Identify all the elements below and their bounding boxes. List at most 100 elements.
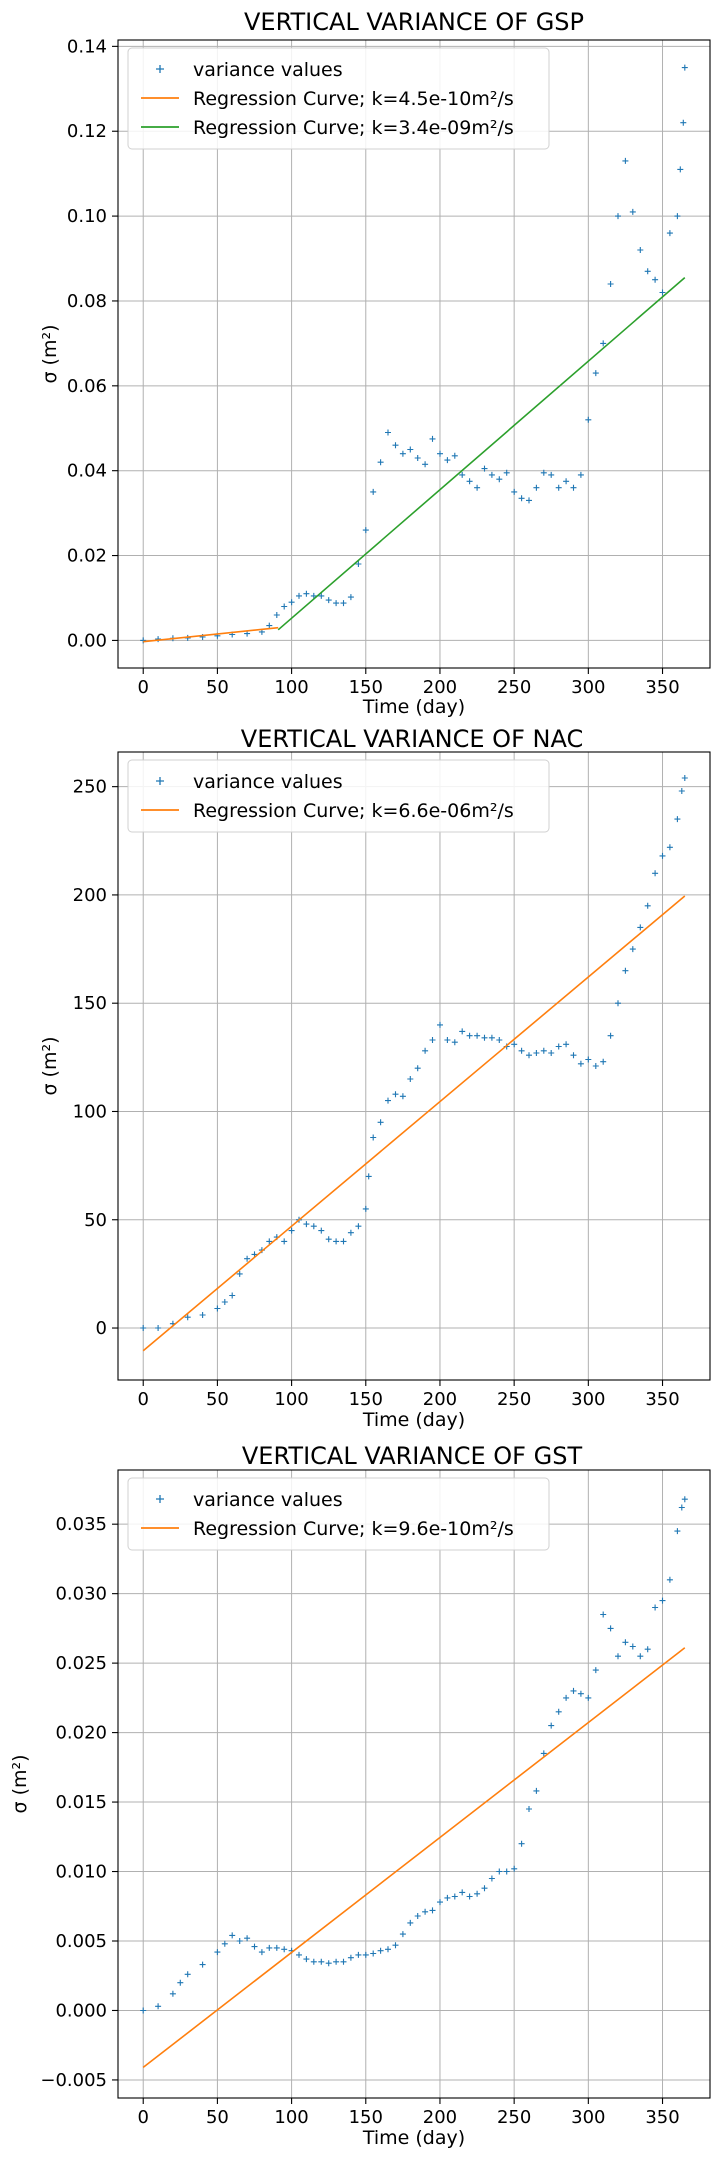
data-point: [310, 1958, 317, 1965]
data-point: [488, 1034, 495, 1041]
data-point: [370, 1134, 377, 1141]
x-tick-label: 0: [137, 2107, 148, 2128]
data-point: [481, 1885, 488, 1892]
x-tick-label: 50: [206, 1389, 229, 1410]
data-point: [652, 870, 659, 877]
legend-swatch: [156, 777, 164, 785]
data-point: [303, 1221, 310, 1228]
y-tick-label: −0.005: [40, 2070, 107, 2091]
data-point: [481, 1034, 488, 1041]
data-point: [511, 488, 518, 495]
data-point: [288, 1227, 295, 1234]
data-point: [678, 788, 685, 794]
data-point: [674, 1528, 681, 1535]
data-point: [155, 1325, 162, 1331]
data-point: [273, 612, 280, 618]
data-point: [444, 1894, 451, 1901]
data-point: [370, 488, 377, 495]
data-point: [659, 1597, 666, 1604]
y-tick-label: 0.000: [55, 2000, 107, 2021]
x-tick-label: 250: [497, 1389, 531, 1410]
data-point: [526, 497, 532, 504]
series-layer: [140, 64, 688, 644]
x-axis-label: Time (day): [362, 696, 465, 718]
data-point: [266, 1944, 273, 1951]
data-point: [325, 1960, 332, 1967]
y-tick-label: 100: [73, 1101, 107, 1122]
data-point: [407, 1919, 414, 1926]
x-tick-label: 50: [206, 2107, 229, 2128]
data-point: [155, 636, 162, 643]
legend-swatch: [156, 65, 164, 73]
y-tick-label: 250: [73, 777, 107, 798]
data-point: [526, 1052, 532, 1059]
data-point: [437, 1899, 443, 1906]
data-point: [451, 452, 458, 459]
data-point: [355, 1951, 362, 1958]
y-axis-label: σ (m²): [39, 1036, 61, 1095]
x-axis-label: Time (day): [362, 1409, 465, 1431]
data-point: [518, 495, 525, 502]
data-point: [622, 157, 629, 164]
data-point: [236, 1270, 243, 1277]
data-point: [155, 2003, 162, 2010]
data-point: [488, 1875, 495, 1882]
data-point: [681, 1496, 688, 1503]
x-ticks: 0 50 100 150 200 250 300 350: [137, 668, 680, 698]
data-point: [422, 1047, 429, 1054]
data-point: [407, 446, 414, 453]
grid-layer: [118, 752, 710, 1380]
data-point: [236, 1938, 243, 1944]
data-point: [652, 1604, 659, 1611]
data-point: [444, 1037, 451, 1043]
data-point: [511, 1865, 518, 1872]
data-point: [310, 1223, 317, 1230]
data-point: [674, 213, 681, 220]
data-point: [362, 1951, 369, 1958]
data-point: [577, 1060, 584, 1067]
y-axis-label: σ (m²): [39, 324, 61, 383]
data-point: [281, 603, 288, 610]
data-point: [340, 1238, 347, 1245]
x-tick-label: 350: [645, 677, 679, 698]
data-point: [592, 1667, 599, 1674]
data-point: [407, 1076, 414, 1082]
data-point: [318, 1958, 325, 1965]
data-point: [229, 1292, 236, 1299]
data-point: [659, 852, 666, 859]
y-tick-label: 0.14: [67, 36, 107, 57]
data-point: [140, 637, 147, 644]
y-tick-label: 0.02: [67, 546, 107, 567]
data-point: [221, 1299, 228, 1305]
data-point: [563, 1694, 570, 1701]
data-point: [266, 1238, 273, 1245]
data-point: [585, 1694, 592, 1701]
legend-label: Regression Curve; k=9.6e-10m²/s: [193, 1518, 514, 1540]
x-tick-label: 200: [423, 1389, 457, 1410]
data-point: [340, 600, 347, 607]
data-point: [600, 1058, 607, 1065]
data-point: [681, 775, 688, 781]
x-axis-label: Time (day): [362, 2127, 465, 2149]
data-point: [325, 1236, 332, 1243]
data-point: [555, 1043, 562, 1050]
data-point: [678, 1504, 685, 1511]
data-point: [429, 435, 436, 442]
data-point: [414, 1065, 421, 1072]
data-point: [652, 276, 659, 283]
legend-label: Regression Curve; k=4.5e-10m²/s: [193, 88, 514, 110]
data-point: [362, 1205, 369, 1212]
data-point: [318, 1227, 325, 1234]
x-tick-label: 350: [645, 1389, 679, 1410]
y-ticks: 0 50 100 150 200 250: [73, 777, 118, 1339]
data-point: [466, 1032, 473, 1039]
y-tick-label: 0.005: [55, 1931, 107, 1952]
plot-frame: [117, 39, 711, 669]
data-point: [511, 1041, 518, 1048]
data-point: [496, 1037, 503, 1043]
data-point: [659, 289, 666, 296]
data-point: [466, 1893, 473, 1900]
data-point: [392, 442, 399, 449]
grid-layer: [118, 1470, 710, 2098]
data-point: [444, 457, 451, 464]
